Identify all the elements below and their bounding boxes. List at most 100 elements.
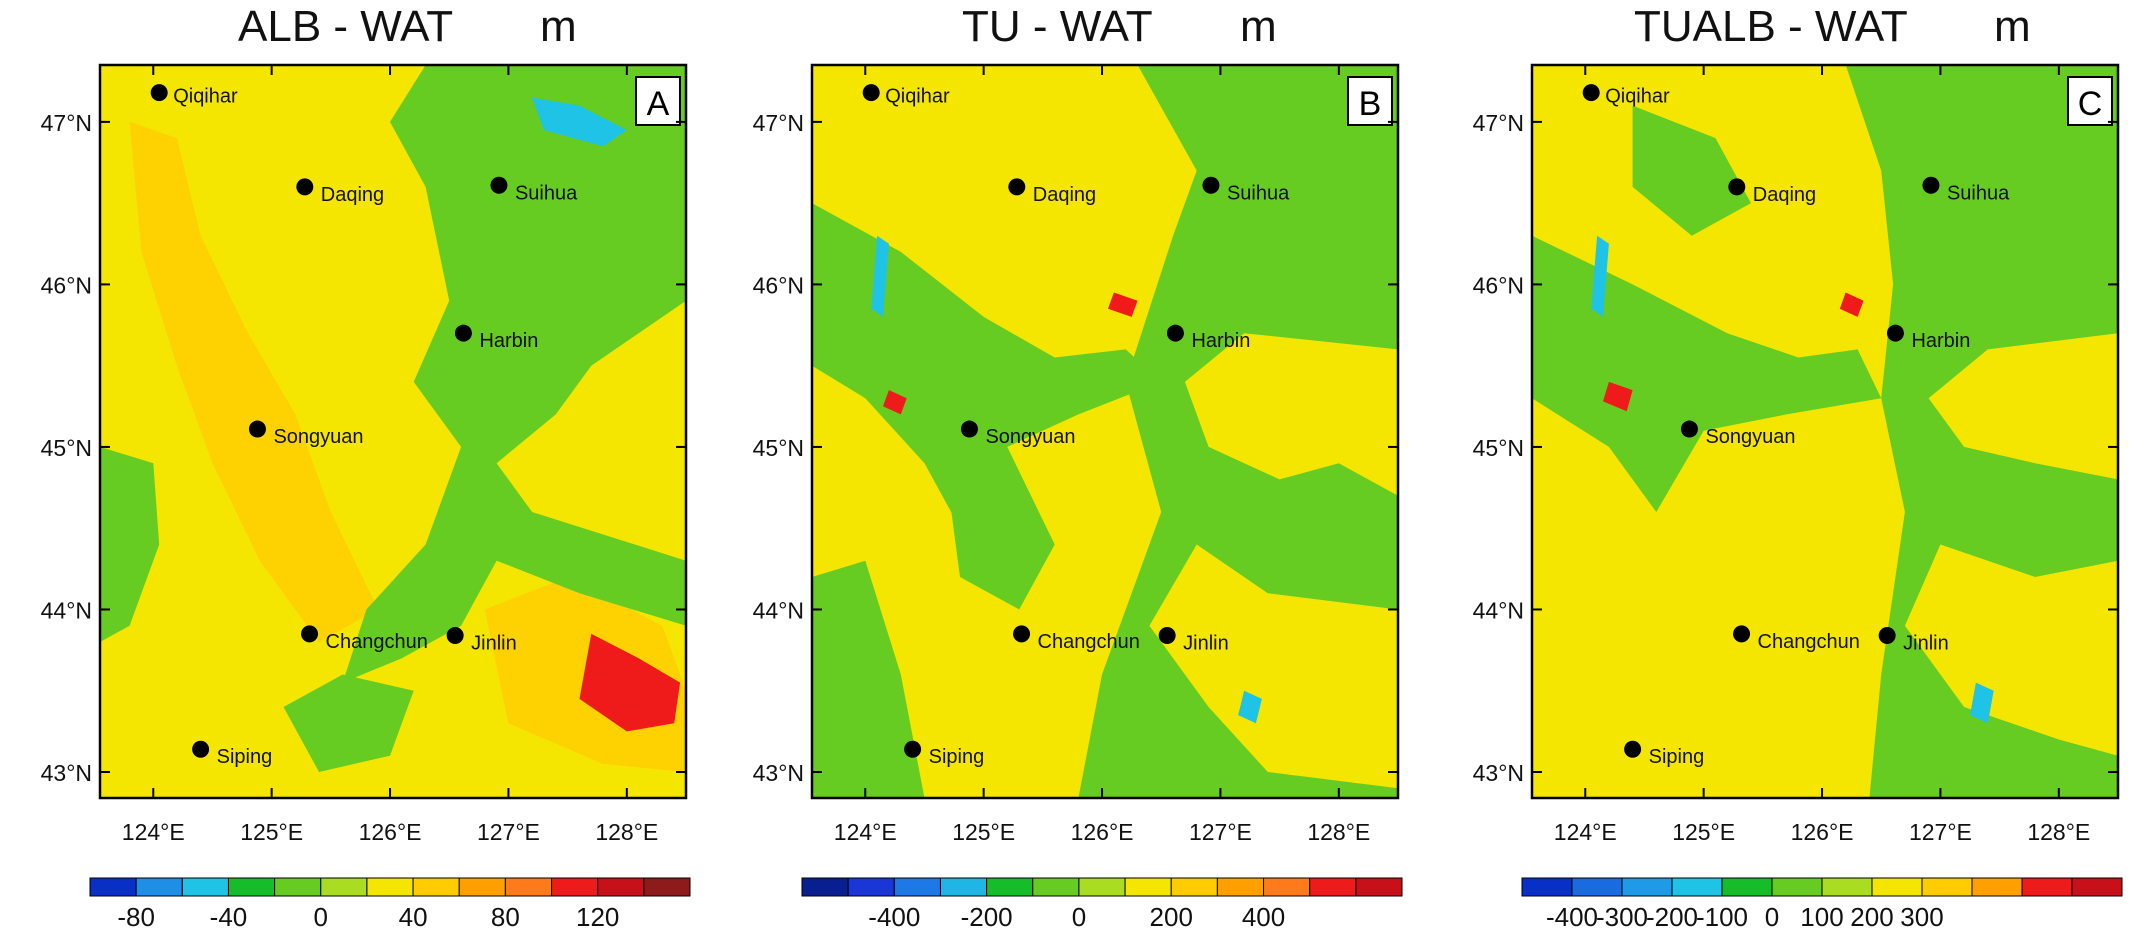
colorbar-label: 300: [1900, 902, 1943, 932]
city-label: Suihua: [1947, 182, 2010, 204]
colorbar-label: 80: [491, 902, 520, 932]
city-marker: [490, 176, 508, 194]
city-marker: [904, 740, 922, 758]
colorbar-swatch: [1621, 877, 1673, 897]
map-frame: [1530, 63, 2120, 800]
city-marker: [1624, 740, 1642, 758]
field-region-negative: [936, 398, 1055, 610]
lat-label: 44°N: [753, 597, 804, 623]
colorbar-swatch: [181, 877, 229, 897]
colorbar-label: 120: [576, 902, 619, 932]
colorbar-swatch: [458, 877, 506, 897]
map-figure: B 47°N 46°N 45°N 44°N 43°N 124°E 125°E 126°E 127°…: [753, 63, 1403, 932]
colorbar-swatch: [1216, 877, 1265, 897]
panel-letter: C: [2078, 85, 2103, 123]
colorbar-label: -40: [210, 902, 248, 932]
field-region-negative: [283, 674, 414, 772]
lat-label: 47°N: [1473, 110, 1524, 136]
colorbar-label: 200: [1150, 902, 1193, 932]
city-marker: [1728, 178, 1746, 196]
lon-label: 126°E: [359, 819, 422, 845]
city-marker: [1733, 625, 1751, 643]
colorbar-swatch: [801, 877, 849, 897]
city-marker: [454, 324, 472, 342]
city-label: Daqing: [1033, 184, 1096, 206]
city-label: Harbin: [479, 330, 538, 352]
colorbar-swatch: [320, 877, 368, 897]
colorbar-swatch: [412, 877, 460, 897]
field-region-negative: [1532, 235, 1882, 512]
map-frame: [98, 63, 688, 800]
city-label: Daqing: [1753, 184, 1816, 206]
panel-letter: A: [647, 85, 670, 123]
city-label: Siping: [217, 746, 273, 768]
field-region-strong-positive: [883, 390, 907, 415]
city-label: Changchun: [1038, 631, 1140, 653]
panel-a: ALB - WAT m A 47°N 46°N 45°N 44°N 43°N 124°E 125°…: [0, 0, 700, 939]
lat-label: 43°N: [41, 760, 92, 786]
city-marker: [296, 178, 314, 196]
city-label: Songyuan: [273, 426, 363, 448]
city-label: Qiqihar: [1605, 86, 1670, 108]
lon-label: 128°E: [1307, 819, 1370, 845]
field-region-strong-negative: [532, 97, 627, 147]
colorbar-swatch: [1921, 877, 1973, 897]
lon-label: 127°E: [1909, 819, 1972, 845]
colorbar-swatch: [1170, 877, 1218, 897]
panel-c: TUALB - WAT m C 47°N 46°N 45°N 44°N 43°N 124°E 12…: [1432, 0, 2132, 939]
colorbar-label: -100: [1696, 902, 1748, 932]
colorbar-swatch: [366, 877, 414, 897]
colorbar-swatch: [1821, 877, 1873, 897]
lon-label: 128°E: [2027, 819, 2090, 845]
lat-label: 44°N: [41, 597, 92, 623]
field-region-negative: [342, 65, 686, 683]
city-marker: [862, 84, 880, 102]
lon-label: 126°E: [1071, 819, 1134, 845]
field-region-negative: [1632, 105, 1751, 236]
lon-label: 124°E: [1554, 819, 1617, 845]
city-marker: [446, 626, 464, 644]
panel-letter-box: [1347, 76, 1393, 126]
colorbar-swatch: [1124, 877, 1172, 897]
colorbar-label: 0: [314, 902, 328, 932]
lon-label: 125°E: [1672, 819, 1735, 845]
colorbar-swatch: [1671, 877, 1723, 897]
city-label: Suihua: [1227, 182, 1290, 204]
city-marker: [192, 740, 210, 758]
panel-unit: m: [1240, 2, 1277, 51]
city-label: Jinlin: [1903, 632, 1949, 654]
colorbar-swatch: [1871, 877, 1923, 897]
lat-label: 43°N: [753, 760, 804, 786]
field-region-strong-negative: [871, 235, 889, 317]
lon-label: 125°E: [240, 819, 303, 845]
colorbar-swatch: [1078, 877, 1126, 897]
colorbar-swatch: [847, 877, 895, 897]
field-region-negative: [1845, 65, 2118, 798]
colorbar-label: 100: [1800, 902, 1843, 932]
colorbar-label: 200: [1850, 902, 1893, 932]
lon-label: 124°E: [122, 819, 185, 845]
colorbar-label: -300: [1596, 902, 1648, 932]
city-label: Jinlin: [1183, 632, 1229, 654]
panel-title: TUALB - WAT: [1634, 2, 1908, 51]
lon-label: 127°E: [477, 819, 540, 845]
lat-label: 43°N: [1473, 760, 1524, 786]
panel-letter: B: [1359, 85, 1382, 123]
lat-label: 46°N: [753, 272, 804, 298]
city-label: Qiqihar: [885, 86, 950, 108]
panel-letter-box: [2067, 76, 2113, 126]
colorbar-swatch: [1032, 877, 1080, 897]
field-region-strong-negative: [1238, 690, 1262, 724]
lon-label: 125°E: [952, 819, 1015, 845]
city-label: Harbin: [1911, 330, 1970, 352]
colorbar-label: -200: [1646, 902, 1698, 932]
colorbar-swatch: [1721, 877, 1773, 897]
map-frame: [810, 63, 1400, 800]
colorbar-swatch: [504, 877, 553, 897]
field-region-strong-positive: [1839, 292, 1864, 317]
city-label: Harbin: [1191, 330, 1250, 352]
colorbar-swatch: [893, 877, 941, 897]
colorbar-label: 0: [1765, 902, 1779, 932]
colorbar-swatch: [643, 877, 691, 897]
city-marker: [301, 625, 319, 643]
